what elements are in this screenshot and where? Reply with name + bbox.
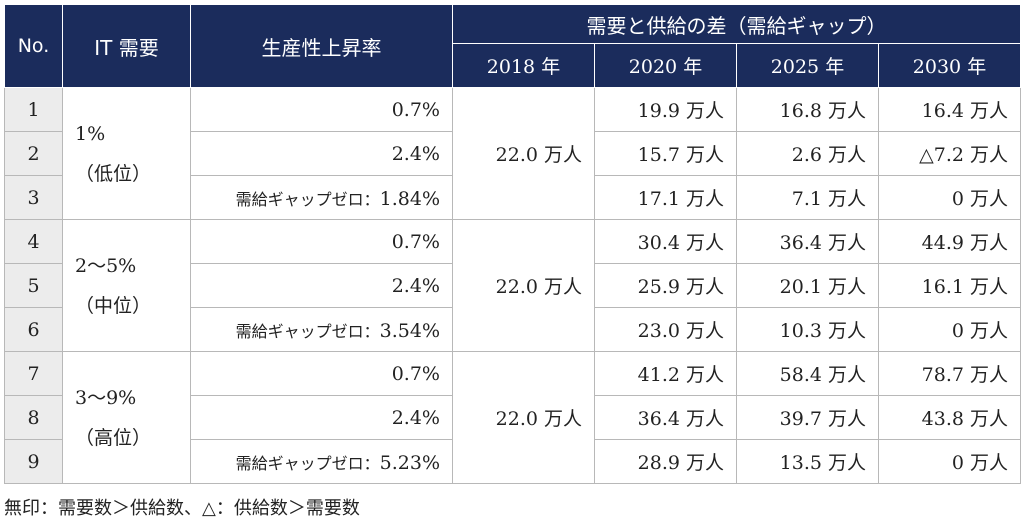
row-number: 7 [4, 351, 63, 396]
rate-value: 5.23% [379, 451, 440, 474]
rate-value: 0.7% [391, 362, 440, 385]
row-number: 3 [4, 175, 63, 220]
supply-demand-gap-table: No. IT 需要 生産性上昇率 需要と供給の差（需給ギャップ） 2018 年 … [4, 4, 1021, 484]
gap-2018: 22.0 万人 [452, 87, 595, 220]
gap-2025: 36.4 万人 [736, 219, 879, 264]
table-row: 9 需給ギャップゼロ：5.23% 28.9 万人 13.5 万人 0 万人 [4, 439, 1021, 484]
rate-value: 3.54% [379, 319, 440, 342]
gap-2025: 39.7 万人 [736, 395, 879, 440]
it-demand-level: （高位） [75, 426, 152, 449]
gap-2025: 16.8 万人 [736, 87, 879, 132]
productivity-rate: 需給ギャップゼロ：1.84% [190, 175, 453, 220]
header-no: No. [4, 4, 63, 88]
header-gap-title: 需要と供給の差（需給ギャップ） [452, 4, 1021, 44]
it-demand-rate: 2～5% [75, 254, 137, 277]
header-year-2025: 2025 年 [736, 43, 879, 88]
gap-2018: 22.0 万人 [452, 351, 595, 484]
gap-2030: △7.2 万人 [878, 131, 1021, 176]
gap-2020: 17.1 万人 [594, 175, 737, 220]
rate-value: 1.84% [379, 187, 440, 210]
table-row: 8 2.4% 36.4 万人 39.7 万人 43.8 万人 [4, 395, 1021, 440]
productivity-rate: 需給ギャップゼロ：3.54% [190, 307, 453, 352]
gap-2018: 22.0 万人 [452, 219, 595, 352]
productivity-rate: 2.4% [190, 263, 453, 308]
gap-2030: 16.1 万人 [878, 263, 1021, 308]
gap-2020: 19.9 万人 [594, 87, 737, 132]
gap-2025: 13.5 万人 [736, 439, 879, 484]
productivity-rate: 0.7% [190, 87, 453, 132]
rate-value: 0.7% [391, 98, 440, 121]
table-row: 2 2.4% 15.7 万人 2.6 万人 △7.2 万人 [4, 131, 1021, 176]
table-row: 4 2～5% （中位） 0.7% 22.0 万人 30.4 万人 36.4 万人… [4, 219, 1021, 352]
productivity-rate: 2.4% [190, 131, 453, 176]
gap-zero-label: 需給ギャップゼロ： [235, 453, 380, 473]
gap-2025: 58.4 万人 [736, 351, 879, 396]
rate-value: 2.4% [391, 142, 440, 165]
gap-2025: 2.6 万人 [736, 131, 879, 176]
productivity-rate: 需給ギャップゼロ：5.23% [190, 439, 453, 484]
gap-2030: 0 万人 [878, 307, 1021, 352]
rate-value: 2.4% [391, 406, 440, 429]
row-number: 4 [4, 219, 63, 264]
gap-2030: 0 万人 [878, 439, 1021, 484]
header-year-2018: 2018 年 [452, 43, 595, 88]
header-productivity: 生産性上昇率 [190, 4, 453, 88]
gap-2020: 41.2 万人 [594, 351, 737, 396]
table-row: 3 需給ギャップゼロ：1.84% 17.1 万人 7.1 万人 0 万人 [4, 175, 1021, 220]
gap-2025: 20.1 万人 [736, 263, 879, 308]
gap-2020: 23.0 万人 [594, 307, 737, 352]
it-demand-rate: 1% [75, 122, 106, 145]
row-number: 6 [4, 307, 63, 352]
table-footnote: 無印：需要数＞供給数、△：供給数＞需要数 [4, 498, 360, 519]
productivity-rate: 2.4% [190, 395, 453, 440]
it-demand-level: （中位） [75, 294, 152, 317]
gap-2020: 30.4 万人 [594, 219, 737, 264]
gap-2030: 0 万人 [878, 175, 1021, 220]
row-number: 2 [4, 131, 63, 176]
table-row: 1 1% （低位） 0.7% 22.0 万人 19.9 万人 16.8 万人 1… [4, 87, 1021, 220]
gap-2030: 44.9 万人 [878, 219, 1021, 264]
it-demand-cell: 1% （低位） [62, 87, 191, 220]
gap-2020: 25.9 万人 [594, 263, 737, 308]
rate-value: 2.4% [391, 274, 440, 297]
gap-zero-label: 需給ギャップゼロ： [235, 189, 380, 209]
rate-value: 0.7% [391, 230, 440, 253]
gap-2020: 15.7 万人 [594, 131, 737, 176]
it-demand-cell: 3～9% （高位） [62, 351, 191, 484]
productivity-rate: 0.7% [190, 219, 453, 264]
table-row: 6 需給ギャップゼロ：3.54% 23.0 万人 10.3 万人 0 万人 [4, 307, 1021, 352]
gap-2020: 28.9 万人 [594, 439, 737, 484]
gap-2025: 7.1 万人 [736, 175, 879, 220]
productivity-rate: 0.7% [190, 351, 453, 396]
table-row: 7 3～9% （高位） 0.7% 22.0 万人 41.2 万人 58.4 万人… [4, 351, 1021, 484]
it-demand-cell: 2～5% （中位） [62, 219, 191, 352]
row-number: 8 [4, 395, 63, 440]
it-demand-level: （低位） [75, 162, 152, 185]
gap-2020: 36.4 万人 [594, 395, 737, 440]
table-body: 1 1% （低位） 0.7% 22.0 万人 19.9 万人 16.8 万人 1… [4, 87, 1021, 484]
gap-2030: 16.4 万人 [878, 87, 1021, 132]
row-number: 5 [4, 263, 63, 308]
gap-2030: 78.7 万人 [878, 351, 1021, 396]
row-number: 1 [4, 87, 63, 132]
gap-zero-label: 需給ギャップゼロ： [235, 321, 380, 341]
header-it-demand: IT 需要 [62, 4, 191, 88]
gap-2025: 10.3 万人 [736, 307, 879, 352]
header-year-2020: 2020 年 [594, 43, 737, 88]
gap-2030: 43.8 万人 [878, 395, 1021, 440]
header-year-2030: 2030 年 [878, 43, 1021, 88]
row-number: 9 [4, 439, 63, 484]
table-header: No. IT 需要 生産性上昇率 需要と供給の差（需給ギャップ） 2018 年 … [4, 4, 1021, 88]
it-demand-rate: 3～9% [75, 386, 137, 409]
